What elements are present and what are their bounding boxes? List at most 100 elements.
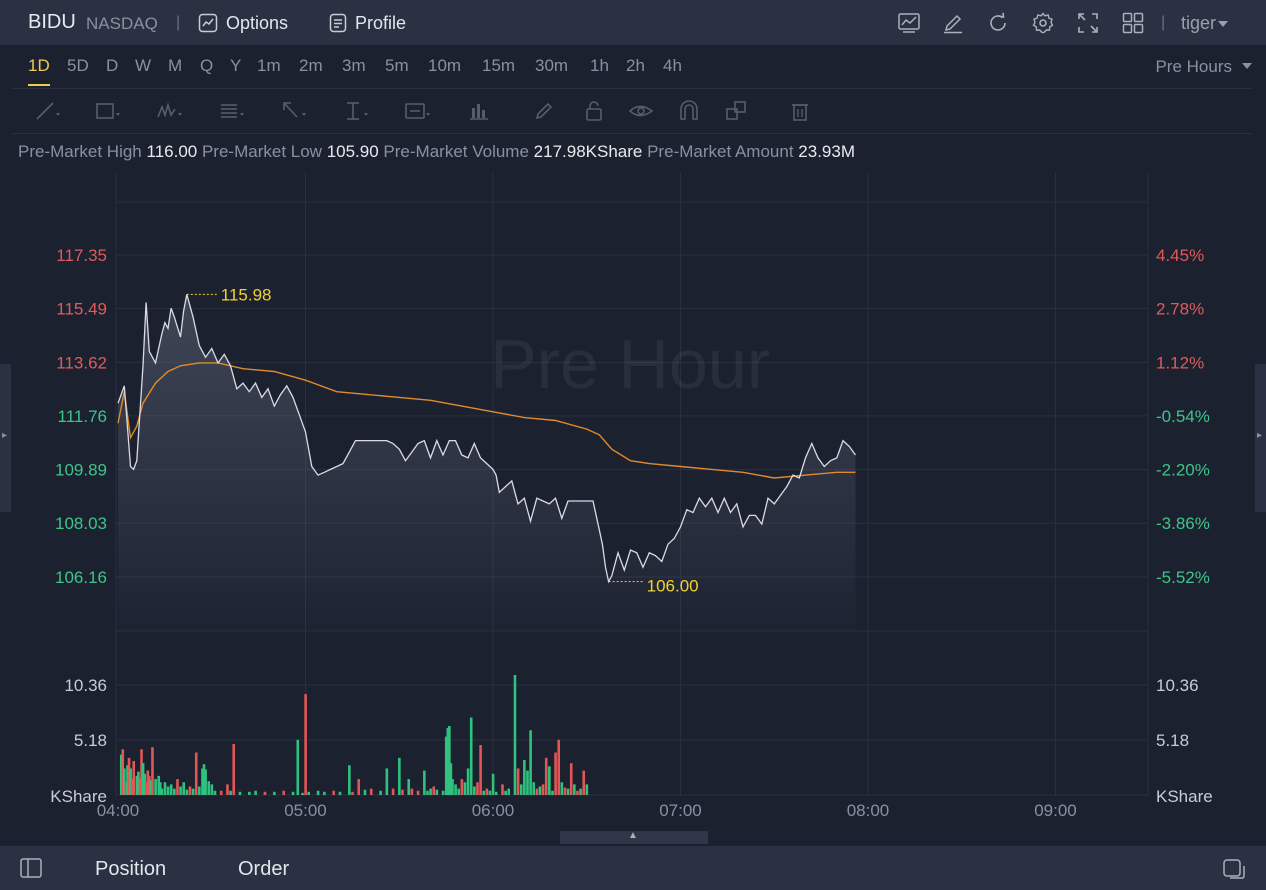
popout-window-icon[interactable] <box>1222 858 1246 880</box>
volume-bar <box>169 784 173 795</box>
volume-bar <box>585 784 589 795</box>
volume-bar <box>566 788 570 795</box>
intraday-chart[interactable]: Pre Hour 115.98 106.00 117.35 4.45% 115.49 2… <box>0 0 1266 846</box>
period-w[interactable]: W <box>135 56 152 75</box>
rectangle-tool-icon[interactable] <box>94 99 120 123</box>
volume-bar <box>391 788 395 795</box>
fullscreen-icon[interactable] <box>1076 11 1100 35</box>
divider: | <box>176 14 181 31</box>
volume-bar <box>296 739 300 795</box>
right-panel-handle[interactable]: ▸ <box>1255 364 1266 512</box>
magnet-icon[interactable] <box>676 99 702 123</box>
user-menu[interactable]: tiger <box>1181 13 1217 33</box>
volume-bar <box>516 768 520 795</box>
volume-bar <box>158 782 162 795</box>
period-4h[interactable]: 4h <box>663 56 682 75</box>
user-dropdown-caret-icon[interactable] <box>1218 20 1228 28</box>
time-tick-label: 09:00 <box>1034 801 1077 820</box>
volume-bar <box>263 791 267 795</box>
settings-icon[interactable] <box>1031 11 1055 35</box>
volume-bar <box>446 728 450 795</box>
volume-bar <box>551 790 554 795</box>
volume-bar <box>213 790 217 795</box>
pre-market-high-label: Pre-Market High <box>18 142 142 161</box>
left-panel-handle[interactable]: ▸ <box>0 364 11 512</box>
chart-type-icon[interactable] <box>897 11 921 35</box>
period-y[interactable]: Y <box>230 56 242 75</box>
percent-tick-label: 1.12% <box>1156 353 1204 372</box>
profile-button[interactable]: Profile <box>329 12 406 34</box>
pattern-tool-icon[interactable] <box>156 99 182 123</box>
period-30m[interactable]: 30m <box>535 56 569 75</box>
period-2h[interactable]: 2h <box>626 56 645 75</box>
volume-bar <box>129 768 132 795</box>
tab-position[interactable]: Position <box>95 858 167 880</box>
volume-bar <box>494 791 498 795</box>
volume-bar <box>307 791 311 795</box>
volume-bar <box>148 775 151 795</box>
period-1h[interactable]: 1h <box>590 56 609 75</box>
volume-bar <box>135 775 139 795</box>
options-button[interactable]: Options <box>198 12 288 34</box>
volume-bar <box>351 791 354 795</box>
period-1d[interactable]: 1D <box>28 56 50 86</box>
volume-bar <box>219 790 223 795</box>
period-15m[interactable]: 15m <box>482 56 516 75</box>
measure-tool-icon[interactable] <box>468 99 494 123</box>
volume-bar <box>204 769 207 795</box>
text-cursor-tool-icon[interactable] <box>342 99 368 123</box>
volume-bar <box>301 792 304 795</box>
fibonacci-tool-icon[interactable] <box>218 99 244 123</box>
price-line <box>117 294 857 584</box>
draw-icon[interactable] <box>941 11 965 35</box>
volume-bar <box>121 749 125 795</box>
period-10m[interactable]: 10m <box>428 56 462 75</box>
pre-market-amount-label: Pre-Market Amount <box>647 142 794 161</box>
period-3m[interactable]: 3m <box>342 56 366 75</box>
annotation-tool-icon[interactable] <box>404 99 430 123</box>
period-q[interactable]: Q <box>200 56 214 75</box>
volume-bar <box>466 768 470 795</box>
lock-icon[interactable] <box>582 99 608 123</box>
profile-document-icon <box>329 13 347 33</box>
tab-order[interactable]: Order <box>238 858 290 880</box>
volume-bar <box>207 781 211 795</box>
trash-icon[interactable] <box>788 99 814 123</box>
volume-bar <box>554 752 557 795</box>
volume-tick-label: 5.18 <box>74 731 107 750</box>
volume-bar <box>163 782 167 795</box>
expand-panel-tab[interactable]: ▲ <box>560 830 708 844</box>
period-1m[interactable]: 1m <box>257 56 281 75</box>
ticker-symbol[interactable]: BIDU <box>28 11 76 33</box>
price-tick-label: 115.49 <box>56 300 107 319</box>
trend-line-tool-icon[interactable] <box>34 99 60 123</box>
pen-tool-icon[interactable] <box>532 99 558 123</box>
period-2m[interactable]: 2m <box>299 56 323 75</box>
period-5m[interactable]: 5m <box>385 56 409 75</box>
volume-bar <box>291 791 295 795</box>
refresh-icon[interactable] <box>986 11 1010 35</box>
volume-bar <box>138 778 142 795</box>
volume-bar <box>523 759 526 795</box>
clone-icon[interactable] <box>724 99 750 123</box>
sidebar-toggle-icon[interactable] <box>20 858 42 878</box>
volume-bar <box>126 765 129 795</box>
volume-bar <box>569 763 573 795</box>
volume-bar <box>182 782 186 795</box>
period-d[interactable]: D <box>106 56 119 75</box>
volume-bar <box>157 775 161 795</box>
period-m[interactable]: M <box>168 56 183 75</box>
price-tick-label: 111.76 <box>58 407 107 426</box>
arrow-tool-icon[interactable] <box>280 99 306 123</box>
period-bar: 1D 5D D W M Q Y 1m 2m 3m 5m 10m 15m 30m … <box>0 45 1266 88</box>
layout-grid-icon[interactable] <box>1121 11 1145 35</box>
volume-bar <box>519 784 523 795</box>
percent-tick-label: 4.45% <box>1156 246 1204 265</box>
volume-bar <box>254 790 257 795</box>
volume-bar <box>348 765 351 795</box>
volume-bar <box>357 779 361 795</box>
eye-icon[interactable] <box>628 99 654 123</box>
period-5d[interactable]: 5D <box>67 56 89 75</box>
session-dropdown[interactable]: Pre Hours <box>1155 57 1252 77</box>
chart-axes: 117.35 4.45% 115.49 2.78% 113.62 1.12% 111.76 -… <box>50 246 1212 820</box>
